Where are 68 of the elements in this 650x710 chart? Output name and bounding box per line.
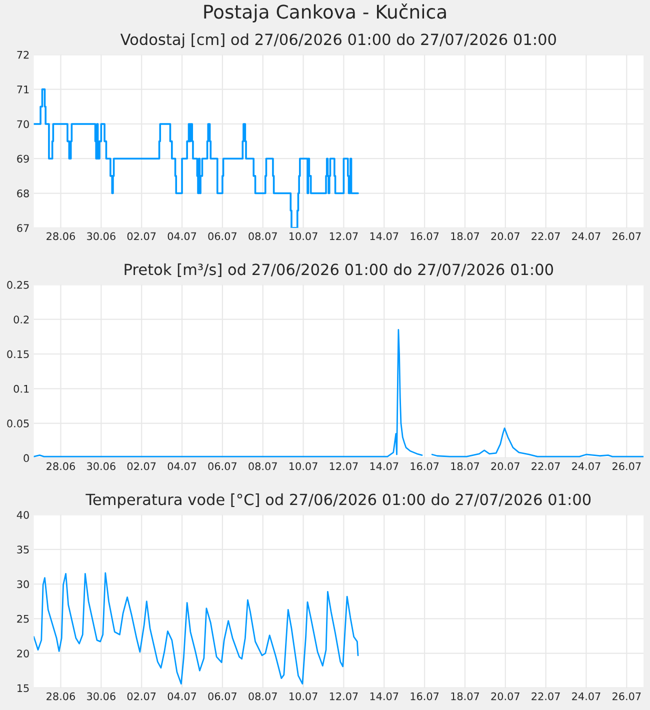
x-tick-label: 26.07 (612, 692, 641, 700)
x-tick-label: 28.06 (46, 692, 76, 700)
line-series (34, 572, 359, 685)
y-tick-label: 40 (16, 510, 29, 519)
y-tick-label: 67 (17, 224, 29, 232)
chart-title: Temperatura vode [°C] od 27/06/2026 01:00 do 27/07/2026 01:00 (86, 493, 591, 508)
x-tick-label: 22.07 (532, 462, 560, 470)
chart-subtitle: Vodostaj [cm] od 27/06/2026 01:00 do 27/07/2026 01:00 (120, 33, 556, 48)
x-tick-label: 20.07 (491, 232, 520, 240)
x-tick-label: 24.07 (572, 462, 600, 470)
x-tick-label: 10.07 (290, 692, 318, 700)
x-tick-label: 30.06 (87, 462, 116, 470)
x-tick-label: 30.06 (87, 232, 116, 240)
x-tick-label: 06.07 (208, 462, 236, 470)
x-tick-label: 14.07 (370, 232, 398, 240)
x-tick-label: 18.07 (451, 462, 479, 470)
y-tick-label: 35 (17, 546, 29, 554)
x-tick-label: 30.06 (87, 692, 116, 700)
x-tick-label: 24.07 (572, 232, 600, 240)
y-tick-label: 70 (17, 120, 29, 128)
x-tick-label: 04.07 (168, 692, 196, 700)
y-tick-label: 0.2 (14, 316, 29, 324)
y-tick-label: 71 (17, 86, 29, 94)
x-tick-label: 02.07 (127, 692, 156, 700)
x-tick-label: 08.07 (248, 232, 277, 240)
x-tick-label: 10.07 (290, 232, 318, 240)
x-tick-label: 12.07 (330, 462, 358, 470)
x-tick-label: 08.07 (248, 462, 277, 470)
y-tick-label: 30 (17, 580, 29, 588)
x-tick-label: 06.07 (208, 692, 236, 700)
y-tick-label: 69 (17, 154, 29, 163)
y-tick-label: 0.25 (7, 280, 29, 289)
x-tick-label: 14.07 (370, 462, 398, 470)
y-tick-label: 25 (17, 614, 29, 623)
x-tick-label: 16.07 (410, 232, 439, 240)
x-tick-label: 08.07 (248, 692, 277, 700)
x-tick-label: 04.07 (168, 462, 196, 470)
y-tick-label: 72 (17, 50, 29, 59)
x-tick-label: 06.07 (208, 232, 236, 240)
x-tick-label: 12.07 (330, 692, 358, 700)
x-tick-label: 04.07 (168, 232, 196, 240)
x-tick-label: 22.07 (532, 232, 560, 240)
x-tick-label: 18.07 (451, 692, 479, 700)
x-tick-label: 10.07 (290, 462, 318, 470)
x-tick-label: 14.07 (370, 692, 398, 700)
x-tick-label: 28.06 (46, 462, 76, 470)
x-tick-label: 18.07 (451, 232, 479, 240)
x-tick-label: 22.07 (532, 692, 560, 700)
x-tick-label: 20.07 (491, 692, 520, 700)
y-tick-label: 0.1 (14, 384, 29, 393)
x-tick-label: 16.07 (410, 692, 439, 700)
y-tick-label: 20 (17, 650, 29, 658)
x-tick-label: 24.07 (572, 692, 600, 700)
y-tick-label: 0 (24, 454, 29, 462)
x-tick-label: 26.07 (612, 462, 641, 470)
y-tick-label: 0.05 (7, 420, 29, 428)
x-tick-label: 02.07 (127, 232, 156, 240)
chart-title: Pretok [m³/s] od 27/06/2026 01:00 do 27/07/2026 01:00 (124, 263, 554, 278)
y-tick-label: 15 (18, 684, 29, 692)
x-tick-label: 16.07 (410, 462, 439, 470)
x-tick-label: 12.07 (330, 232, 358, 240)
chart-title: Postaja Cankova - Kučnica (204, 4, 446, 22)
x-tick-label: 26.07 (612, 232, 641, 240)
x-tick-label: 28.06 (46, 232, 76, 240)
x-tick-label: 02.07 (127, 462, 156, 470)
x-tick-label: 20.07 (491, 462, 520, 470)
y-tick-label: 68 (17, 189, 29, 198)
y-tick-label: 0.15 (7, 350, 29, 358)
